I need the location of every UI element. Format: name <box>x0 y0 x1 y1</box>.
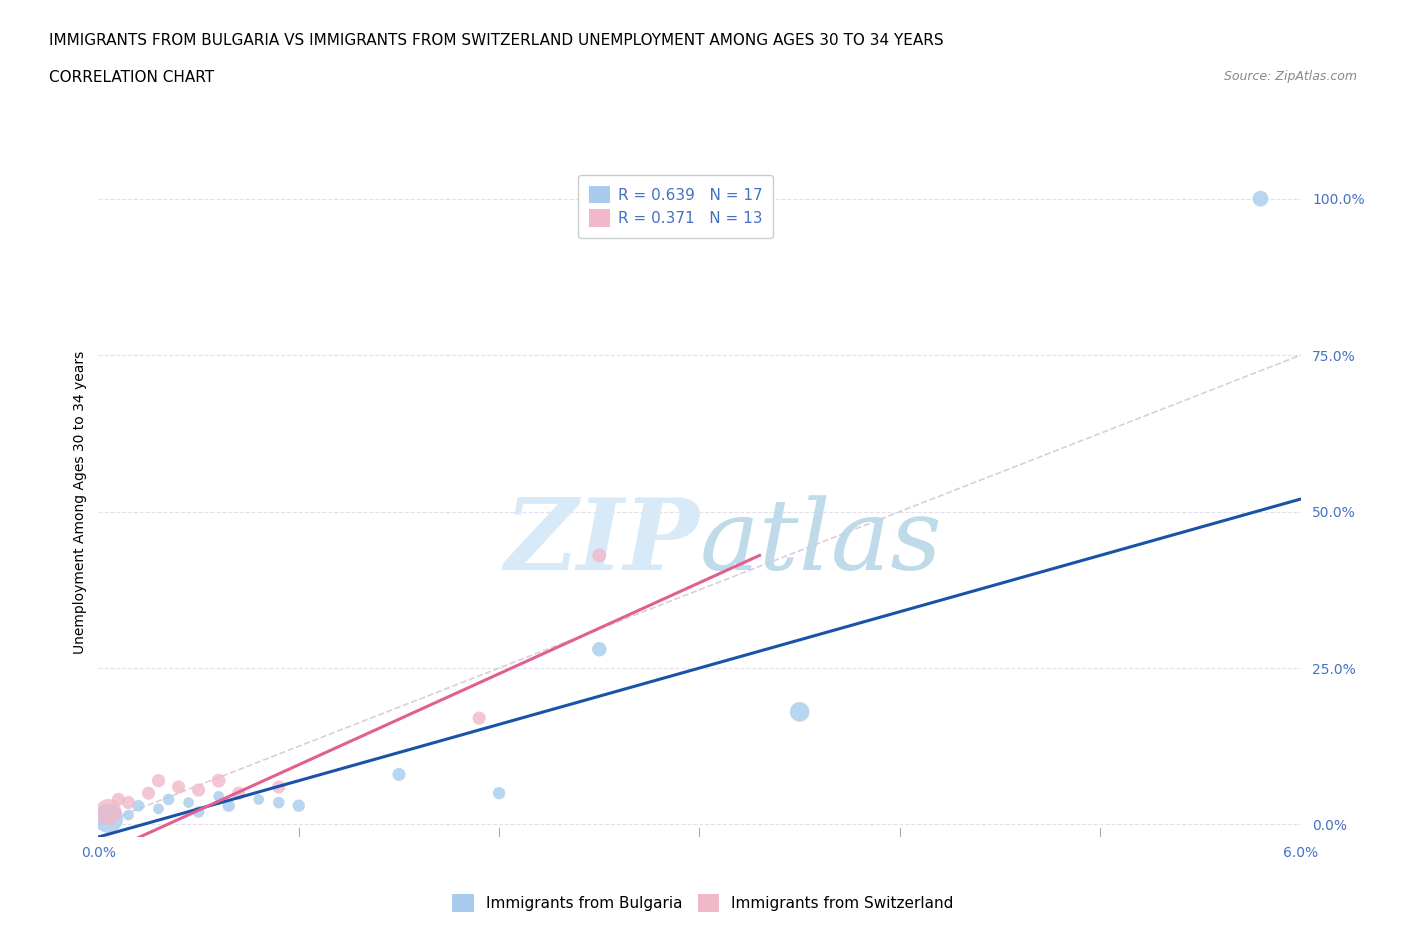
Point <box>128 798 150 813</box>
Point <box>218 798 240 813</box>
Text: ZIP: ZIP <box>505 494 699 591</box>
Point <box>789 704 811 719</box>
Point <box>287 798 309 813</box>
Point <box>588 642 610 657</box>
Point <box>97 811 120 826</box>
Point <box>208 789 231 804</box>
Point <box>97 804 120 819</box>
Point <box>267 779 290 794</box>
Text: IMMIGRANTS FROM BULGARIA VS IMMIGRANTS FROM SWITZERLAND UNEMPLOYMENT AMONG AGES : IMMIGRANTS FROM BULGARIA VS IMMIGRANTS F… <box>49 33 943 47</box>
Point <box>388 767 411 782</box>
Point <box>187 804 209 819</box>
Point <box>117 807 139 822</box>
Point <box>247 792 270 807</box>
Point <box>228 786 250 801</box>
Legend: R = 0.639   N = 17, R = 0.371   N = 13: R = 0.639 N = 17, R = 0.371 N = 13 <box>578 175 773 238</box>
Point <box>117 795 139 810</box>
Y-axis label: Unemployment Among Ages 30 to 34 years: Unemployment Among Ages 30 to 34 years <box>73 351 87 654</box>
Point <box>267 795 290 810</box>
Point <box>177 795 200 810</box>
Point <box>157 792 180 807</box>
Legend: Immigrants from Bulgaria, Immigrants from Switzerland: Immigrants from Bulgaria, Immigrants fro… <box>446 888 960 918</box>
Point <box>488 786 510 801</box>
Point <box>1249 192 1271 206</box>
Point <box>468 711 491 725</box>
Text: Source: ZipAtlas.com: Source: ZipAtlas.com <box>1223 70 1357 83</box>
Point <box>208 773 231 788</box>
Point <box>148 802 170 817</box>
Point <box>728 192 751 206</box>
Text: atlas: atlas <box>699 495 942 590</box>
Point <box>138 786 160 801</box>
Point <box>167 779 190 794</box>
Point <box>187 783 209 798</box>
Point <box>107 792 129 807</box>
Point <box>148 773 170 788</box>
Text: CORRELATION CHART: CORRELATION CHART <box>49 70 214 85</box>
Point <box>588 548 610 563</box>
